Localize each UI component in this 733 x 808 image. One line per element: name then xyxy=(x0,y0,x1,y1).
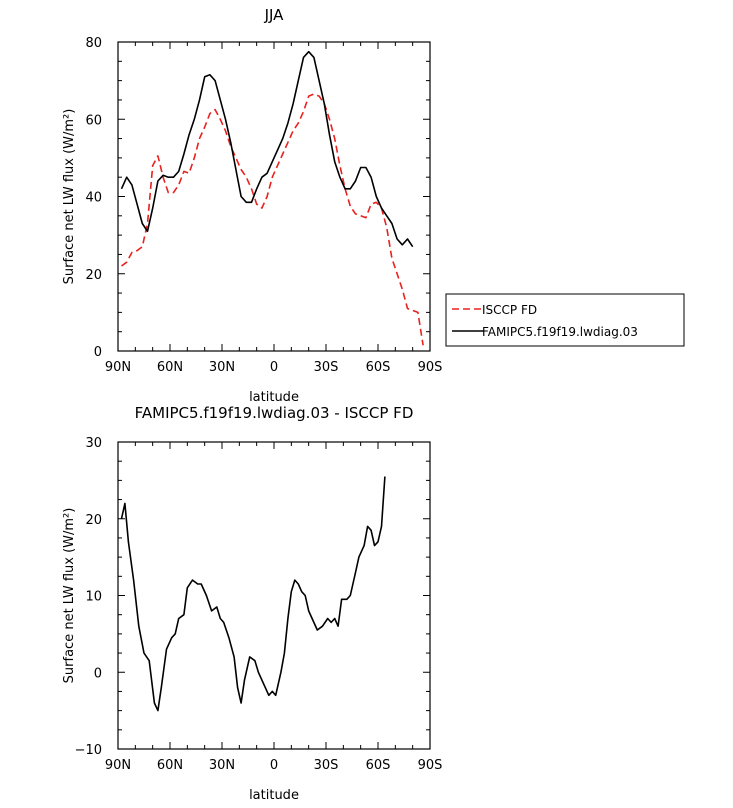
y-tick-label: 0 xyxy=(94,666,102,681)
plot-frame xyxy=(117,441,431,750)
x-tick-label: 60N xyxy=(157,360,183,375)
legend-label: ISCCP FD xyxy=(482,303,537,317)
y-tick-label: 0 xyxy=(94,345,102,360)
x-axis-label: latitude xyxy=(249,788,299,803)
x-tick-label: 30S xyxy=(314,758,339,773)
y-tick-label: −10 xyxy=(75,743,102,758)
legend: ISCCP FD FAMIPC5.f19f19.lwdiag.03 xyxy=(445,293,685,347)
y-axis-label: Surface net LW flux (W/m²) xyxy=(62,109,77,285)
x-tick-label: 30N xyxy=(209,758,235,773)
top-panel-chart: JJA 90N 60N 30N 0 30S 60S 90S 0 20 40 60 80 latitude S… xyxy=(62,6,442,405)
y-tick-label: 60 xyxy=(85,113,102,128)
y-tick-label: 10 xyxy=(85,590,102,605)
plot-frame xyxy=(117,41,431,352)
x-tick-label: 90N xyxy=(105,758,131,773)
y-tick-label: 30 xyxy=(85,436,102,451)
x-tick-label: 0 xyxy=(270,758,278,773)
x-tick-label: 90N xyxy=(105,360,131,375)
chart-title: JJA xyxy=(264,6,285,24)
x-tick-label: 0 xyxy=(270,360,278,375)
legend-label: FAMIPC5.f19f19.lwdiag.03 xyxy=(482,325,638,339)
chart-title: FAMIPC5.f19f19.lwdiag.03 - ISCCP FD xyxy=(135,404,414,422)
x-axis-label: latitude xyxy=(249,390,299,405)
legend-box xyxy=(445,293,685,347)
x-tick-label: 90S xyxy=(418,360,443,375)
y-tick-label: 20 xyxy=(85,268,102,283)
series-line-isccp-fd xyxy=(121,93,424,346)
x-tick-label: 60S xyxy=(366,360,391,375)
series-line-famipc5 xyxy=(120,50,414,248)
x-tick-label: 30N xyxy=(209,360,235,375)
y-tick-label: 40 xyxy=(85,191,102,206)
bottom-panel-chart: FAMIPC5.f19f19.lwdiag.03 - ISCCP FD 90N 60… xyxy=(62,404,442,803)
y-tick-label: 20 xyxy=(85,513,102,528)
y-tick-label: 80 xyxy=(85,36,102,51)
y-axis-label: Surface net LW flux (W/m²) xyxy=(62,508,77,684)
series-line-famipc5 xyxy=(120,476,386,712)
x-tick-label: 90S xyxy=(418,758,443,773)
x-tick-label: 30S xyxy=(314,360,339,375)
x-tick-label: 60S xyxy=(366,758,391,773)
x-tick-label: 60N xyxy=(157,758,183,773)
